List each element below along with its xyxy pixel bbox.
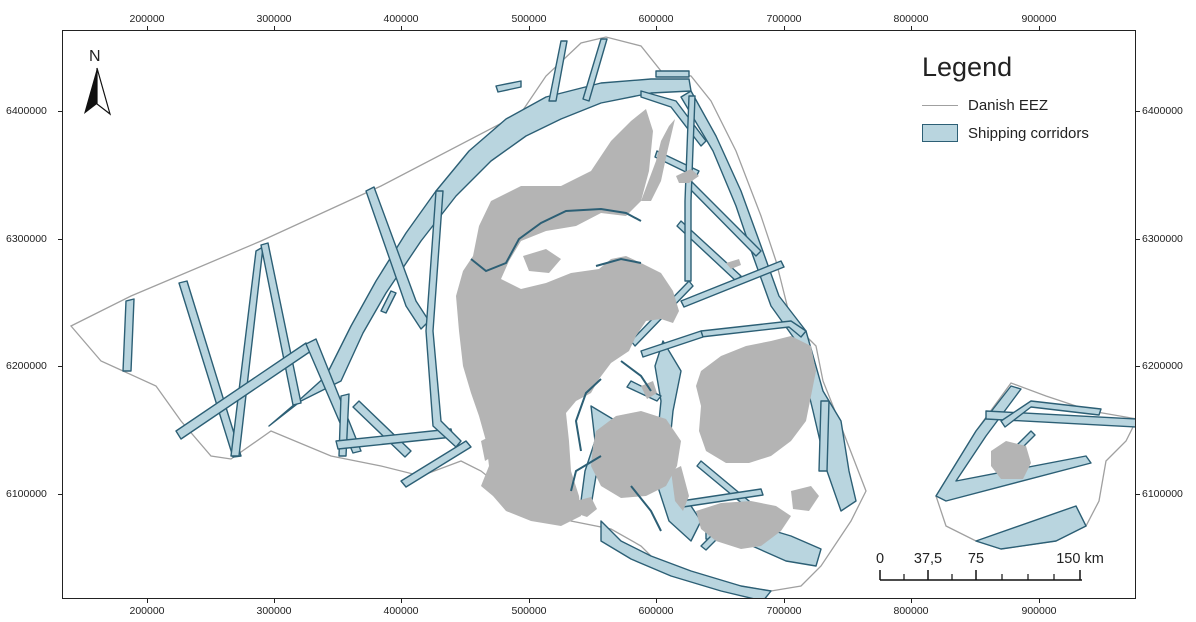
- legend-label: Shipping corridors: [968, 124, 1089, 142]
- legend-item-shipping: Shipping corridors: [922, 119, 1089, 147]
- scale-label: 37,5: [913, 551, 943, 567]
- corridor-bornholm: [935, 385, 1092, 502]
- corridor-lane: [818, 400, 830, 472]
- island-als: [575, 497, 597, 517]
- corridor-baltic-south: [600, 520, 772, 598]
- x-tick-label: 800000: [893, 605, 929, 617]
- y-tick-label: 6400000: [1142, 105, 1183, 117]
- legend-item-eez: Danish EEZ: [922, 91, 1089, 119]
- inner-waterways: [470, 207, 662, 532]
- x-tick-label: 200000: [129, 605, 165, 617]
- x-tick-label: 700000: [766, 605, 802, 617]
- scale-label: 0: [875, 551, 885, 567]
- y-tick-label: 6400000: [6, 105, 47, 117]
- corridor-lane: [400, 440, 472, 488]
- north-arrow-icon: [84, 67, 112, 116]
- island-bornholm: [991, 441, 1031, 479]
- corridor-great-belt: [654, 340, 702, 542]
- jutland-north-tip: [641, 119, 675, 201]
- scale-label: 75: [967, 551, 985, 567]
- corridor-lane: [640, 90, 707, 147]
- y-tick-label: 6100000: [6, 488, 47, 500]
- y-tick-label: 6200000: [6, 360, 47, 372]
- x-tick-label: 900000: [1021, 605, 1057, 617]
- island-samso: [641, 381, 657, 399]
- x-tick-label: 800000: [893, 13, 929, 25]
- corridor-lane: [122, 298, 135, 372]
- corridor-lane: [495, 80, 522, 93]
- corridor-main-north-sea: [268, 78, 692, 427]
- island-funen: [591, 411, 681, 498]
- corridor-lane: [655, 70, 690, 78]
- island-anholt: [726, 259, 741, 269]
- y-tick-label: 6300000: [6, 233, 47, 245]
- x-tick-label: 500000: [511, 13, 547, 25]
- corridor-bornholm: [975, 505, 1087, 550]
- x-tick-label: 400000: [383, 605, 419, 617]
- x-tick-label: 900000: [1021, 13, 1057, 25]
- scale-label: 150 km: [1056, 551, 1104, 567]
- corridor-bornholm: [1000, 400, 1102, 428]
- island-zealand: [696, 336, 816, 463]
- island-mors: [523, 249, 561, 273]
- scale-bar: [879, 570, 1082, 581]
- corridor-kattegat-east: [680, 90, 857, 512]
- corridor-lane: [684, 95, 696, 282]
- corridor-lane: [640, 330, 704, 358]
- island-lolland: [696, 501, 791, 549]
- island-falster: [791, 486, 819, 511]
- corridor-lane: [582, 38, 608, 102]
- y-tick-label: 6200000: [1142, 360, 1183, 372]
- x-tick-label: 500000: [511, 605, 547, 617]
- corridor-lane: [548, 40, 568, 102]
- legend-title: Legend: [922, 52, 1013, 82]
- island-fano: [481, 436, 493, 461]
- north-label: N: [89, 48, 101, 65]
- corridor-lane: [178, 280, 242, 458]
- x-tick-label: 300000: [256, 605, 292, 617]
- x-tick-label: 600000: [638, 13, 674, 25]
- corridor-swatch: [922, 124, 958, 142]
- corridor-lane: [680, 260, 785, 308]
- island-langeland: [671, 466, 689, 511]
- x-tick-label: 400000: [383, 13, 419, 25]
- eez-line-swatch: [922, 104, 958, 106]
- island-laeso: [676, 169, 699, 183]
- legend: Legend Danish EEZ Shipping corridors: [922, 52, 1089, 147]
- x-tick-label: 200000: [129, 13, 165, 25]
- x-tick-label: 700000: [766, 13, 802, 25]
- corridor-lane: [380, 290, 397, 314]
- corridor-lane: [425, 190, 462, 448]
- x-tick-label: 300000: [256, 13, 292, 25]
- y-tick-label: 6100000: [1142, 488, 1183, 500]
- corridor-bornholm: [985, 410, 1135, 428]
- map-canvas[interactable]: [63, 31, 1136, 599]
- x-tick-label: 600000: [638, 605, 674, 617]
- shipping-corridors: [122, 38, 1135, 598]
- y-tick-label: 6300000: [1142, 233, 1183, 245]
- legend-label: Danish EEZ: [968, 96, 1049, 114]
